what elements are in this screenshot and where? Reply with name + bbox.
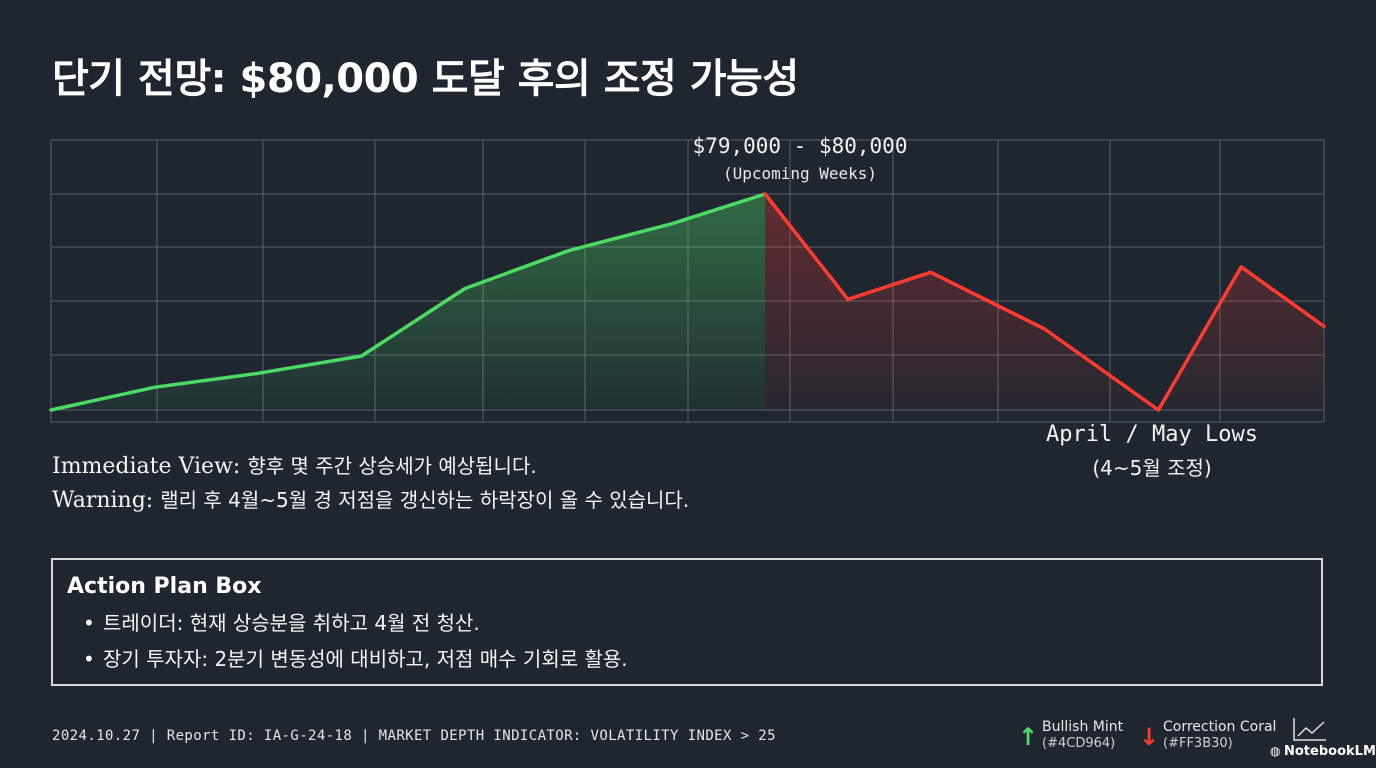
peak-range-label: $79,000 - $80,000 bbox=[692, 134, 908, 158]
data-point bbox=[670, 222, 674, 226]
legend-correction-hex: (#FF3B30) bbox=[1163, 736, 1233, 751]
data-point bbox=[152, 385, 156, 389]
data-point bbox=[1239, 265, 1243, 269]
trend-chart-icon bbox=[1293, 718, 1326, 741]
warning-label: Warning: bbox=[52, 488, 154, 513]
immediate-view-label: Immediate View: bbox=[52, 454, 241, 479]
action-plan-title: Action Plan Box bbox=[67, 574, 262, 599]
legend-bullish-name: Bullish Mint bbox=[1042, 719, 1124, 735]
data-point bbox=[846, 297, 850, 301]
down-arrow-icon: ↓ bbox=[1139, 723, 1160, 751]
legend-correction-name: Correction Coral bbox=[1163, 719, 1277, 735]
data-point bbox=[463, 287, 467, 290]
action-plan-item-traders: 트레이더: 현재 상승분을 취하고 4월 전 청산. bbox=[83, 610, 628, 646]
series-area-bullish bbox=[51, 194, 766, 410]
series-line-bullish bbox=[49, 192, 767, 412]
series-area-correction bbox=[765, 194, 1324, 410]
immediate-view-text: 향후 몇 주간 상승세가 예상됩니다. bbox=[247, 454, 537, 478]
low-label: April / May Lows bbox=[1046, 422, 1258, 447]
data-point bbox=[566, 249, 570, 253]
data-point bbox=[929, 270, 933, 274]
warning-note: Warning: 랠리 후 4월~5월 경 저점을 갱신하는 하락장이 올 수 … bbox=[52, 484, 689, 513]
data-point bbox=[256, 371, 260, 375]
action-plan-list: 트레이더: 현재 상승분을 취하고 4월 전 청산. 장기 투자자: 2분기 변… bbox=[83, 610, 628, 682]
brand-name: NotebookLM bbox=[1284, 744, 1376, 759]
up-arrow-icon: ↑ bbox=[1018, 723, 1039, 751]
data-point bbox=[1322, 324, 1326, 328]
action-plan-box: Action Plan Box 트레이더: 현재 상승분을 취하고 4월 전 청… bbox=[51, 558, 1323, 686]
data-point bbox=[1043, 327, 1047, 331]
brand: ◍ NotebookLM bbox=[1270, 744, 1376, 759]
data-point bbox=[359, 354, 363, 358]
peak-timing-label: (Upcoming Weeks) bbox=[722, 164, 878, 183]
report-footer: 2024.10.27 | Report ID: IA-G-24-18 | MAR… bbox=[52, 728, 776, 744]
data-point bbox=[1156, 408, 1160, 412]
warning-text: 랠리 후 4월~5월 경 저점을 갱신하는 하락장이 올 수 있습니다. bbox=[160, 488, 690, 512]
immediate-view-note: Immediate View: 향후 몇 주간 상승세가 예상됩니다. bbox=[52, 450, 537, 479]
data-point bbox=[763, 192, 767, 196]
notebooklm-logo-icon: ◍ bbox=[1270, 744, 1281, 758]
action-plan-item-investors: 장기 투자자: 2분기 변동성에 대비하고, 저점 매수 기회로 활용. bbox=[83, 646, 628, 682]
data-point bbox=[49, 408, 53, 412]
legend-bullish-hex: (#4CD964) bbox=[1042, 736, 1116, 751]
low-sub-label: (4~5월 조정) bbox=[1092, 456, 1212, 480]
page-title: 단기 전망: $80,000 도달 후의 조정 가능성 bbox=[52, 56, 799, 102]
